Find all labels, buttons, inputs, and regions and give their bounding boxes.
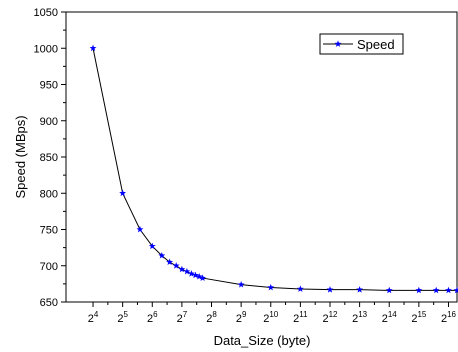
legend-box bbox=[319, 33, 404, 55]
data-point bbox=[172, 262, 180, 269]
legend: Speed bbox=[319, 33, 404, 55]
x-axis-title: Data_Size (byte) bbox=[214, 333, 311, 348]
x-tick-label: 26 bbox=[147, 310, 158, 325]
y-tick-label: 900 bbox=[40, 116, 58, 128]
data-point bbox=[158, 252, 166, 259]
x-tick-label: 215 bbox=[411, 310, 427, 325]
plot-area-frame bbox=[65, 11, 458, 303]
data-point bbox=[148, 242, 156, 250]
x-tick-label: 214 bbox=[382, 310, 398, 325]
data-point bbox=[188, 270, 195, 277]
y-axis: 650 700 750 800 850 900 950 1000 1050 bbox=[34, 7, 66, 309]
x-tick-label: 27 bbox=[177, 310, 188, 325]
x-tick-label: 29 bbox=[236, 310, 247, 325]
data-point bbox=[192, 271, 199, 279]
y-tick-label: 750 bbox=[40, 225, 58, 237]
data-point bbox=[267, 283, 275, 291]
x-tick-label: 216 bbox=[441, 310, 457, 325]
x-tick-label: 210 bbox=[263, 310, 279, 325]
data-point bbox=[136, 225, 144, 233]
data-point bbox=[195, 273, 203, 280]
data-point bbox=[178, 265, 186, 273]
legend-label: Speed bbox=[357, 37, 395, 52]
y-tick-label: 700 bbox=[40, 261, 58, 273]
x-tick-label: 28 bbox=[206, 310, 217, 325]
y-tick-label: 850 bbox=[40, 152, 58, 164]
data-point bbox=[445, 286, 452, 294]
series-layer bbox=[89, 44, 458, 294]
y-tick-label: 800 bbox=[40, 188, 58, 200]
x-tick-label: 213 bbox=[352, 310, 368, 325]
x-tick-label: 25 bbox=[117, 310, 128, 325]
y-tick-label: 650 bbox=[40, 297, 58, 309]
data-point bbox=[356, 286, 364, 293]
data-point bbox=[453, 286, 458, 294]
x-tick-label: 212 bbox=[322, 310, 338, 325]
series-line bbox=[92, 48, 457, 291]
x-tick-label: 211 bbox=[293, 310, 308, 325]
data-point bbox=[119, 189, 127, 197]
data-point bbox=[237, 281, 245, 288]
data-point bbox=[166, 258, 174, 266]
y-axis-title: Speed (MBps) bbox=[13, 115, 28, 198]
data-point bbox=[432, 286, 440, 294]
y-tick-label: 950 bbox=[40, 80, 58, 92]
data-point bbox=[385, 286, 393, 294]
data-point bbox=[89, 44, 97, 52]
legend-star-marker bbox=[334, 40, 342, 47]
y-tick-label: 1050 bbox=[34, 7, 58, 19]
x-tick-label: 24 bbox=[88, 310, 99, 325]
data-point bbox=[326, 286, 334, 293]
data-point bbox=[183, 267, 191, 275]
data-point bbox=[415, 286, 423, 294]
data-point bbox=[296, 285, 304, 292]
y-tick-label: 1000 bbox=[34, 43, 58, 55]
data-point bbox=[199, 274, 207, 281]
x-axis: 24 25 26 27 28 29 210 211 212 213 214 215 216 bbox=[88, 302, 457, 325]
